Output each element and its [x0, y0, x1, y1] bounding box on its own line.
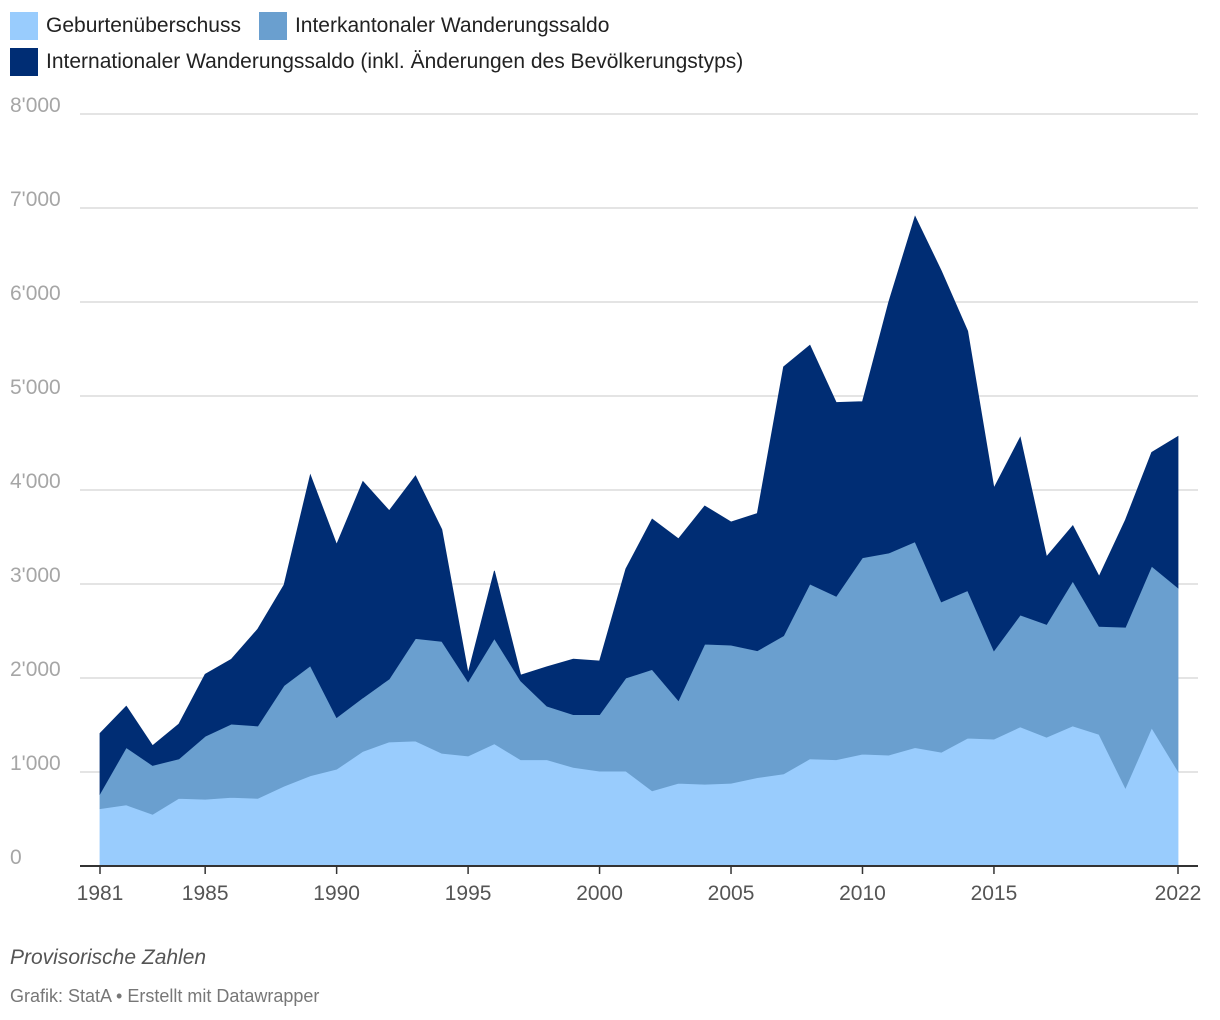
x-tick-label: 1990 [313, 882, 360, 905]
y-tick-label: 2'000 [10, 658, 61, 681]
legend-item-international: Internationaler Wanderungssaldo (inkl. Ä… [10, 48, 743, 76]
legend-item-interkantonal: Interkantonaler Wanderungssaldo [258, 12, 610, 40]
y-tick-label: 5'000 [10, 376, 61, 399]
legend-swatch-international [10, 48, 38, 76]
x-tick-label: 2000 [576, 882, 623, 905]
legend-label-geburtenueberschuss: Geburtenüberschuss [46, 14, 241, 37]
legend: Geburtenüberschuss Interkantonaler Wande… [10, 8, 1210, 80]
legend-row-2: Internationaler Wanderungssaldo (inkl. Ä… [10, 44, 1210, 80]
y-tick-label: 7'000 [10, 188, 61, 211]
legend-swatch-geburtenueberschuss [10, 12, 38, 40]
x-tick-label: 2005 [708, 882, 755, 905]
y-tick-label: 8'000 [10, 94, 61, 117]
area-series-3 [99, 215, 1179, 796]
area-chart: 0 1'000 2'000 3'000 4'000 5'000 6'000 7'000 8'00… [10, 94, 1201, 905]
x-tick-label: 1985 [182, 882, 229, 905]
y-tick-label: 1'000 [10, 752, 61, 775]
x-tick-label: 1995 [445, 882, 492, 905]
x-tick-label: 2015 [971, 882, 1018, 905]
x-tick-label: 2010 [839, 882, 886, 905]
footer-note: Provisorische Zahlen [10, 946, 207, 969]
stacked-areas [99, 215, 1179, 867]
y-tick-label: 0 [10, 846, 22, 869]
x-tick-label: 2022 [1155, 882, 1202, 905]
legend-swatch-interkantonal [258, 12, 287, 40]
axes: 0 1'000 2'000 3'000 4'000 5'000 6'000 7'000 8'00… [10, 94, 1201, 905]
legend-label-international: Internationaler Wanderungssaldo (inkl. Ä… [46, 50, 744, 73]
legend-row-1: Geburtenüberschuss Interkantonaler Wande… [10, 8, 1210, 44]
legend-label-interkantonal: Interkantonaler Wanderungssaldo [294, 14, 610, 37]
x-tick-label: 1981 [77, 882, 124, 905]
legend-item-geburtenueberschuss: Geburtenüberschuss [10, 12, 241, 40]
y-tick-label: 3'000 [10, 564, 61, 587]
y-tick-label: 4'000 [10, 470, 61, 493]
y-tick-label: 6'000 [10, 282, 61, 305]
footer-credit: Grafik: StatA • Erstellt mit Datawrapper [10, 986, 320, 1006]
